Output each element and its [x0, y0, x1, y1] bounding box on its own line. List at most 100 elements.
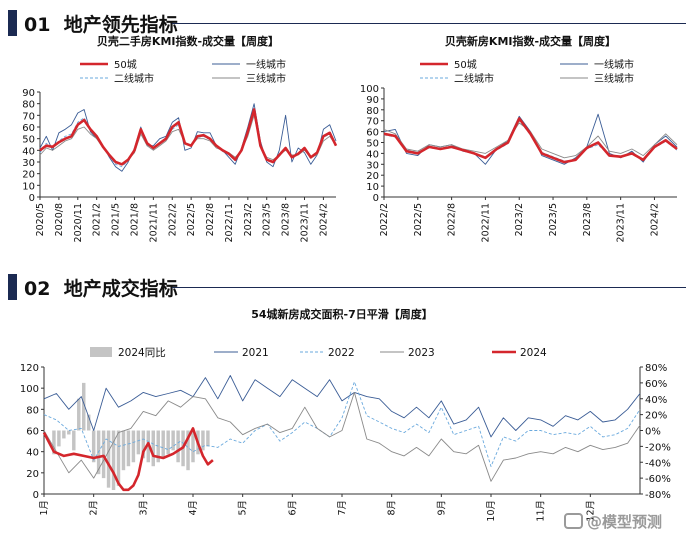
series-line-blue: [39, 103, 337, 172]
section-title: 01 地产领先指标: [24, 10, 178, 37]
legend-label: 2021: [242, 347, 269, 359]
plot-area: 贝壳新房KMI指数-成交量【周度】01020304050607080901002…: [360, 34, 678, 242]
section-number: 02: [24, 278, 51, 300]
x-tick-label: 10月: [486, 500, 497, 522]
legend-label: 2022: [328, 347, 355, 359]
series-line-blue: [43, 375, 641, 438]
x-tick-label: 2022/8: [205, 203, 216, 236]
section-marker: [8, 274, 17, 300]
y-tick-label: 40: [366, 149, 379, 160]
y-tick-label: 40: [26, 448, 39, 459]
y-tick-label: 80: [366, 106, 379, 117]
x-tick-label: 2月: [89, 500, 100, 516]
x-tick-label: 2024/2: [649, 203, 660, 236]
x-tick-label: 4月: [188, 500, 199, 516]
bar-yoy: [206, 430, 210, 447]
bar-yoy: [136, 430, 141, 455]
y-tick-label: 70: [22, 111, 35, 122]
bar-yoy: [62, 430, 66, 439]
x-tick-label: 5月: [238, 500, 249, 516]
bar-yoy: [67, 430, 71, 435]
x-tick-label: 7月: [337, 500, 348, 516]
x-tick-label: 2023/5: [548, 203, 559, 236]
x-tick-label: 9月: [436, 500, 447, 516]
x-tick-label: 2022/11: [224, 203, 235, 242]
x-tick-label: 2022/2: [379, 203, 390, 236]
x-tick-label: 2023/2: [243, 203, 254, 236]
legend-label: 2023: [408, 347, 435, 359]
series-line-red: [39, 108, 338, 166]
chart-title: 54城新房成交面积-7日平滑【周度】: [251, 307, 433, 321]
y2-tick-label: 60%: [645, 379, 667, 390]
x-tick-label: 2022/11: [480, 203, 491, 242]
x-tick-label: 2023/2: [514, 203, 525, 236]
x-tick-label: 6月: [287, 500, 298, 516]
x-tick-label: 2024/2: [318, 203, 329, 236]
x-tick-label: 2020/8: [54, 203, 65, 236]
x-tick-label: 2023/5: [262, 203, 273, 236]
bar-yoy: [176, 430, 180, 463]
watermark-text: @模型预测: [586, 513, 662, 531]
y2-tick-label: 20%: [645, 411, 667, 422]
watermark: @模型预测: [563, 511, 662, 532]
series-line-red: [383, 117, 678, 164]
y-tick-label: 50: [366, 139, 379, 150]
y2-tick-label: 0%: [645, 427, 661, 438]
series-line-gray: [383, 122, 678, 159]
x-tick-label: 2021/2: [92, 203, 103, 236]
y-tick-label: 60: [366, 128, 379, 139]
y2-tick-label: -80%: [645, 490, 671, 501]
bar-yoy: [151, 430, 156, 467]
y-tick-label: 20: [22, 170, 35, 181]
bar-yoy: [116, 430, 121, 487]
bar-yoy: [156, 430, 160, 463]
bar-yoy: [57, 430, 61, 447]
bar-yoy: [141, 430, 146, 459]
bar-yoy: [91, 430, 96, 463]
x-tick-label: 2022/2: [167, 203, 178, 236]
legend-label: 二线城市: [114, 72, 154, 85]
bar-yoy: [106, 430, 111, 488]
section-header-02: 02 地产成交指标: [0, 270, 690, 304]
bar-yoy: [196, 430, 200, 455]
bar-yoy: [166, 430, 170, 455]
section-name: 地产成交指标: [63, 278, 178, 300]
y-tick-label: 90: [366, 95, 379, 106]
y-tick-label: 100: [360, 84, 379, 95]
legend-label: 2024同比: [118, 346, 166, 359]
series-line-lightblue: [39, 110, 337, 168]
x-tick-label: 2023/8: [582, 203, 593, 236]
legend-label: 一线城市: [594, 58, 634, 71]
bar-yoy: [72, 430, 76, 451]
x-tick-label: 2021/5: [111, 203, 122, 236]
section-title: 02 地产成交指标: [24, 274, 178, 301]
legend-label: 一线城市: [246, 58, 286, 71]
plot-area: 54城新房成交面积-7日平滑【周度】 0 20 40 60 80 100 120 1月 2月 3月 4…: [20, 307, 671, 522]
bar-yoy: [111, 430, 116, 491]
legend-label: 50城: [114, 59, 137, 71]
legend-label: 二线城市: [454, 72, 494, 85]
y-tick-label: 80: [26, 405, 39, 416]
series-line-blue: [383, 113, 678, 165]
bar-yoy: [126, 430, 131, 467]
y2-tick-label: 40%: [645, 395, 667, 406]
legend-label: 三线城市: [594, 72, 634, 85]
bar-yoy: [161, 430, 165, 459]
y-tick-label: 90: [22, 88, 35, 99]
section-rule: [172, 287, 686, 288]
y-tick-label: 0: [29, 193, 35, 204]
legend-swatch: [90, 347, 112, 357]
y-tick-label: 0: [373, 193, 379, 204]
bar-yoy: [186, 430, 190, 471]
x-tick-label: 2021/11: [148, 203, 159, 242]
y2-tick-label: 80%: [645, 363, 667, 374]
y-tick-label: 10: [22, 181, 35, 192]
x-tick-label: 2023/8: [281, 203, 292, 236]
x-tick-label: 2020/5: [35, 203, 46, 236]
y-tick-label: 40: [22, 146, 35, 157]
legend-label: 50城: [454, 59, 477, 71]
